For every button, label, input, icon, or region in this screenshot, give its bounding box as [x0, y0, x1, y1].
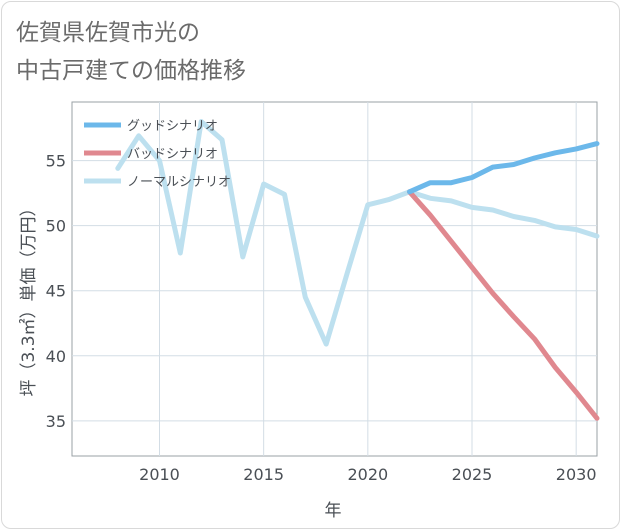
- y-tick-label-40: 40: [46, 347, 66, 366]
- chart-title-line-1: 佐賀県佐賀市光の: [16, 20, 200, 46]
- legend-label-normal: ノーマルシナリオ: [127, 175, 231, 190]
- y-tick-label-50: 50: [46, 217, 66, 236]
- x-tick-label-2015: 2015: [243, 465, 284, 484]
- x-tick-label-2010: 2010: [139, 465, 180, 484]
- y-tick-label-45: 45: [46, 282, 66, 301]
- legend-label-good: グッドシナリオ: [127, 119, 218, 134]
- chart-title-line-2: 中古戸建ての価格推移: [16, 58, 246, 84]
- legend-label-bad: バッドシナリオ: [127, 147, 218, 162]
- series-line-bad: [407, 189, 600, 421]
- series-lines: [115, 119, 600, 421]
- x-axis-title: 年: [325, 501, 342, 521]
- series-line-normal: [115, 119, 600, 347]
- x-tick-label-2020: 2020: [347, 465, 388, 484]
- y-tick-label-35: 35: [46, 412, 66, 431]
- x-tick-label-2030: 2030: [556, 465, 597, 484]
- gridlines: [72, 102, 597, 456]
- y-tick-label-55: 55: [46, 152, 66, 171]
- series-line-good: [407, 141, 600, 195]
- y-tick-labels: 35 40 45 50 55: [46, 152, 66, 431]
- chart-title: 佐賀県佐賀市光の 中古戸建ての価格推移: [16, 14, 246, 90]
- y-axis-title: 坪（3.3㎡）単価（万円）: [19, 199, 39, 396]
- x-tick-labels: 2010 2015 2020 2025 2030: [139, 465, 596, 484]
- x-tick-label-2025: 2025: [452, 465, 493, 484]
